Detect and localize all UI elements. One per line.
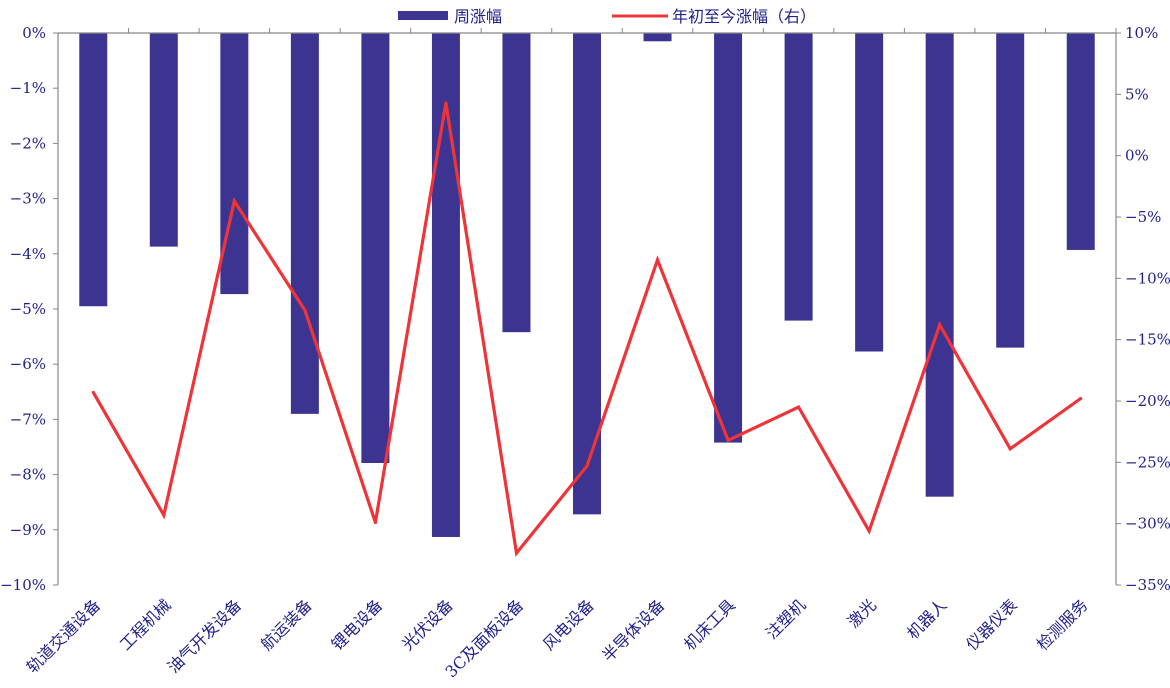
bar-15	[1066, 33, 1095, 250]
legend-swatch-bar	[398, 11, 448, 20]
right-tick-label: −10%	[1125, 269, 1170, 287]
category-labels: 轨道交通设备 工程机械油气开发设备 航运装备 锂电设备 光伏设备3C及面板设备 风电设备半…	[23, 595, 1092, 681]
category-label-9: 半导体设备	[598, 595, 668, 665]
bar-5	[361, 33, 390, 464]
bar-12	[855, 33, 884, 352]
category-label-5: 锂电设备	[328, 595, 387, 654]
right-tick-label: −25%	[1125, 453, 1170, 471]
left-tick-label: −2%	[10, 134, 46, 152]
category-label-3: 油气开发设备	[164, 595, 245, 676]
line-point-2	[162, 513, 166, 517]
category-label-12: 激光	[844, 595, 880, 631]
right-tick-label: −20%	[1125, 392, 1170, 410]
left-tick-label: −6%	[10, 355, 46, 373]
category-label-13: 机器人	[903, 595, 950, 642]
line-point-5	[373, 520, 377, 525]
line-point-8	[585, 464, 589, 468]
category-label-10: 机床工具	[680, 595, 739, 654]
right-tick-label: 10%	[1125, 24, 1158, 42]
left-tick-label: 0%	[22, 24, 46, 42]
bar-2	[149, 33, 178, 247]
left-tick-label: −4%	[10, 245, 46, 263]
legend-label-bar: 周涨幅	[454, 7, 502, 26]
category-label-14: 仪器仪表	[962, 595, 1021, 654]
legend-label-line: 年初至今涨幅（右）	[672, 7, 816, 26]
right-tick-label: −5%	[1125, 208, 1161, 226]
left-tick-label: −10%	[0, 576, 46, 594]
bar-10	[714, 33, 743, 443]
bar-9	[643, 33, 672, 42]
line-point-15	[1079, 396, 1083, 401]
right-tick-label: 0%	[1125, 147, 1149, 165]
bar-13	[925, 33, 954, 497]
line-point-10	[726, 438, 730, 442]
line-point-12	[867, 529, 871, 533]
right-tick-label: −15%	[1125, 331, 1170, 349]
left-tick-label: −1%	[10, 79, 46, 97]
legend: 周涨幅 年初至今涨幅（右）	[398, 7, 816, 26]
bar-7	[502, 33, 531, 333]
bar-4	[290, 33, 319, 414]
left-tick-label: −9%	[10, 521, 46, 539]
bar-6	[431, 33, 460, 537]
bar-14	[996, 33, 1025, 348]
line-point-14	[1008, 447, 1012, 451]
right-tick-label: −30%	[1125, 515, 1170, 533]
line-point-9	[655, 258, 660, 262]
line-point-1	[91, 390, 95, 395]
category-label-15: 检测服务	[1033, 595, 1092, 654]
line-point-13	[938, 323, 942, 327]
right-tick-label: −35%	[1125, 576, 1170, 594]
axes: 0% −1% −2% −3% −4% −5% −6% −7% −8% −9% −10% 10% 5% 0%…	[0, 24, 1170, 594]
category-label-2: 工程机械	[116, 595, 175, 654]
category-label-1: 轨道交通设备	[23, 595, 104, 676]
category-label-11: 注塑机	[762, 595, 809, 642]
left-tick-label: −8%	[10, 466, 46, 484]
line-point-11	[797, 405, 801, 409]
bar-1	[79, 33, 108, 307]
line-point-4	[303, 308, 307, 312]
category-label-4: 航运装备	[257, 595, 316, 654]
left-tick-label: −7%	[10, 410, 46, 428]
left-tick-label: −5%	[10, 300, 46, 318]
line-layer	[91, 101, 1083, 557]
left-tick-label: −3%	[10, 190, 46, 208]
line-point-6	[444, 101, 448, 105]
category-label-8: 风电设备	[539, 595, 598, 654]
bars	[79, 33, 1095, 537]
bar-11	[784, 33, 813, 321]
line-point-7	[514, 551, 519, 555]
line-point-3	[232, 199, 236, 203]
category-label-6: 光伏设备	[398, 595, 457, 654]
right-tick-label: 5%	[1125, 85, 1149, 103]
bar-3	[220, 33, 249, 295]
